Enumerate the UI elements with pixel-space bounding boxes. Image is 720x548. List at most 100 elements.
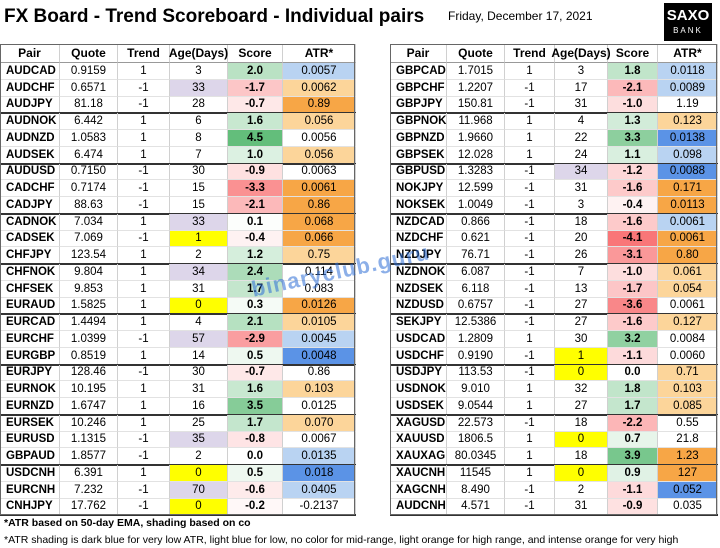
trend-cell: -1 (505, 364, 555, 382)
quote-cell: 6.391 (60, 465, 118, 482)
quote-cell: 0.7150 (60, 163, 118, 181)
age-cell: 4 (555, 113, 608, 130)
atr-cell: 0.0088 (658, 163, 718, 181)
trend-cell: 1 (505, 431, 555, 449)
pair-cell: EURCHF (0, 331, 60, 348)
score-cell: -0.6 (228, 481, 283, 499)
score-cell: 0.0 (228, 448, 283, 465)
age-cell: 18 (555, 213, 608, 231)
score-cell: 1.8 (608, 381, 658, 398)
quote-cell: 0.9159 (60, 63, 118, 80)
trend-cell: -1 (505, 414, 555, 432)
pair-cell: AUDCAD (0, 63, 60, 80)
score-cell: -0.7 (228, 364, 283, 382)
age-cell: 0 (555, 364, 608, 382)
column-header: ATR* (658, 44, 718, 63)
score-cell: 2.4 (228, 264, 283, 281)
trend-cell: -1 (118, 431, 170, 449)
age-cell: 57 (170, 331, 228, 348)
age-cell: 35 (170, 431, 228, 449)
atr-cell: 0.0063 (283, 163, 356, 181)
score-cell: 4.5 (228, 130, 283, 147)
table-border (390, 44, 717, 516)
age-cell: 22 (555, 130, 608, 147)
trend-cell: 1 (505, 130, 555, 147)
trend-cell: 1 (118, 264, 170, 281)
pair-cell: GBPCAD (390, 63, 447, 80)
footnote: *ATR based on 50-day EMA, shading based … (4, 517, 251, 529)
trend-cell: -1 (505, 79, 555, 97)
trend-cell: 1 (118, 414, 170, 432)
atr-cell: 0.0084 (658, 331, 718, 348)
column-header: Pair (0, 44, 60, 63)
score-cell: 0.0 (608, 364, 658, 382)
score-cell: -1.0 (608, 96, 658, 114)
pair-cell: AUDNOK (0, 113, 60, 130)
column-header: Age(Days) (169, 44, 228, 63)
quote-cell: 10.195 (60, 381, 118, 398)
atr-cell: 0.171 (658, 180, 718, 197)
pair-cell: EURSEK (0, 414, 60, 432)
age-cell: 0 (170, 465, 228, 482)
score-cell: 0.7 (608, 431, 658, 449)
age-cell: 8 (170, 130, 228, 147)
score-cell: 1.1 (608, 146, 658, 164)
atr-cell: 0.070 (283, 414, 356, 432)
age-cell: 25 (170, 414, 228, 432)
quote-cell: 1.0399 (60, 331, 118, 348)
group-separator (0, 514, 356, 517)
score-cell: -1.2 (608, 163, 658, 181)
quote-cell: 9.010 (447, 381, 505, 398)
trend-cell: -1 (505, 264, 555, 281)
column-header: Age(Days) (551, 44, 611, 63)
trend-cell: 1 (118, 130, 170, 147)
atr-cell: 0.0067 (283, 431, 356, 449)
age-cell: 0 (555, 431, 608, 449)
trend-cell: -1 (505, 230, 555, 248)
pair-cell: CADCHF (0, 180, 60, 197)
group-separator (0, 112, 356, 115)
quote-cell: 11.968 (447, 113, 505, 130)
age-cell: 30 (170, 163, 228, 181)
score-cell: -1.7 (228, 79, 283, 97)
score-cell: -1.1 (608, 347, 658, 365)
atr-cell: 0.0405 (283, 481, 356, 499)
atr-cell: 0.083 (283, 280, 356, 298)
column-header: Score (228, 44, 283, 63)
quote-cell: 6.087 (447, 264, 505, 281)
score-cell: -2.2 (608, 414, 658, 432)
logo: SAXO BANK (664, 3, 712, 41)
pair-cell: EURUSD (0, 431, 60, 449)
age-cell: 31 (170, 280, 228, 298)
score-cell: -1.6 (608, 314, 658, 331)
atr-cell: 0.061 (658, 264, 718, 281)
quote-cell: 1.7015 (447, 63, 505, 80)
group-separator (390, 514, 718, 517)
pair-cell: NOKJPY (390, 180, 447, 197)
quote-cell: 113.53 (447, 364, 505, 382)
pair-cell: USDCAD (390, 331, 447, 348)
quote-cell: 1.4494 (60, 314, 118, 331)
pair-cell: CADNOK (0, 213, 60, 231)
pair-cell: NZDCHF (390, 230, 447, 248)
quote-cell: 1806.5 (447, 431, 505, 449)
pair-cell: AUDUSD (0, 163, 60, 181)
column-header: Quote (447, 44, 505, 63)
pair-cell: GBPUSD (390, 163, 447, 181)
atr-cell: 0.066 (283, 230, 356, 248)
trend-cell: -1 (118, 331, 170, 348)
score-cell: 0.5 (228, 465, 283, 482)
date: Friday, December 17, 2021 (448, 9, 593, 23)
age-cell: 13 (555, 280, 608, 298)
age-cell: 34 (170, 264, 228, 281)
score-cell: -1.6 (608, 180, 658, 197)
quote-cell: 1.1315 (60, 431, 118, 449)
atr-cell: 0.123 (658, 113, 718, 130)
score-cell: -0.9 (228, 163, 283, 181)
trend-cell: 1 (118, 381, 170, 398)
table-border (0, 44, 355, 516)
score-cell: 1.7 (228, 280, 283, 298)
pair-cell: NZDSEK (390, 280, 447, 298)
atr-cell: 0.71 (658, 364, 718, 382)
age-cell: 30 (555, 331, 608, 348)
